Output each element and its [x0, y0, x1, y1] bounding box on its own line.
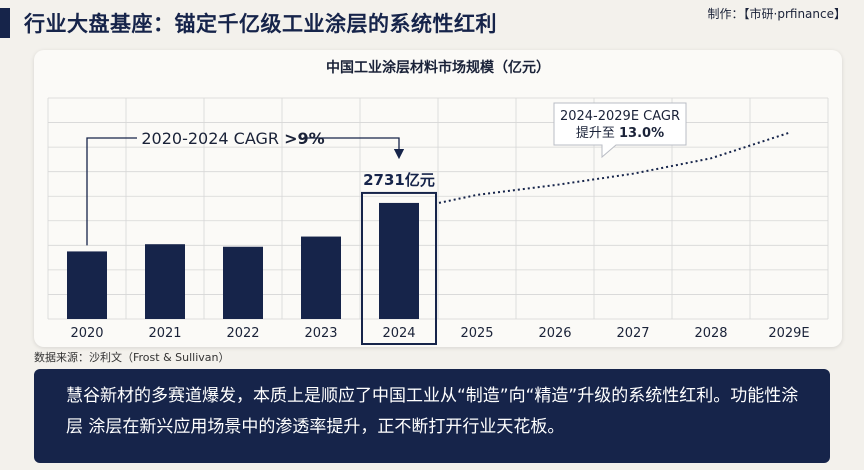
x-tick-2021: 2021	[148, 326, 181, 341]
x-tick-2024: 2024	[382, 326, 415, 341]
bar-2023	[301, 236, 341, 319]
bar-2024	[379, 202, 419, 319]
chart-title: 中国工业涂层材料市场规模（亿元）	[326, 59, 550, 76]
highlight-value-label: 2731亿元	[363, 171, 435, 189]
x-tick-2020: 2020	[70, 326, 103, 341]
cagr-forecast-line2: 提升至 13.0%	[576, 125, 664, 141]
highlight-box-2024	[361, 191, 437, 345]
credit-text: 制作：【市研·prfinance】	[707, 7, 846, 21]
market-size-chart: 中国工业涂层材料市场规模（亿元） 2731亿元 2020-2024 CAGR >…	[47, 59, 829, 345]
x-tick-2022: 2022	[226, 326, 259, 341]
cagr-forecast-callout	[553, 102, 687, 159]
cagr-bracket-arrow	[303, 137, 405, 160]
projection-line	[438, 131, 790, 204]
cagr-forecast-line1: 2024-2029E CAGR	[560, 109, 680, 124]
bar-2021	[145, 244, 185, 319]
x-tick-2026: 2026	[538, 326, 571, 341]
x-tick-2028: 2028	[694, 326, 727, 341]
cagr-bracket-left	[86, 137, 137, 246]
x-tick-2027: 2027	[616, 326, 649, 341]
x-tick-2029E: 2029E	[768, 326, 809, 341]
cagr-2020-2024-label: 2020-2024 CAGR >9%	[141, 129, 324, 148]
title-accent-bar	[0, 8, 10, 38]
summary-box: 慧谷新材的多赛道爆发，本质上是顺应了中国工业从“制造”向“精造”升级的系统性红利…	[34, 369, 830, 463]
data-source: 数据来源：沙利文（Frost & Sullivan）	[34, 351, 230, 364]
x-tick-2025: 2025	[460, 326, 493, 341]
bar-2022	[223, 246, 263, 319]
x-tick-2023: 2023	[304, 326, 337, 341]
page-title: 行业大盘基座：锚定千亿级工业涂层的系统性红利	[24, 12, 497, 36]
chart-card: 中国工业涂层材料市场规模（亿元） 2731亿元 2020-2024 CAGR >…	[34, 50, 842, 347]
bar-2020	[67, 251, 107, 319]
